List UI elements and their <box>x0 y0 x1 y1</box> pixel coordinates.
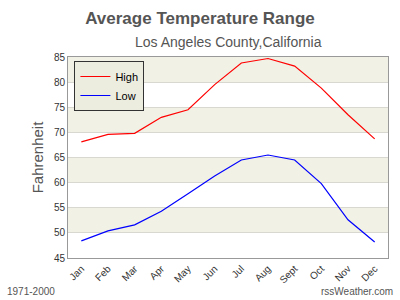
svg-text:Sept: Sept <box>277 263 299 285</box>
svg-text:Dec: Dec <box>359 263 379 283</box>
svg-text:Jun: Jun <box>200 263 219 282</box>
svg-text:May: May <box>172 263 193 284</box>
svg-text:85: 85 <box>54 52 66 63</box>
svg-text:Feb: Feb <box>93 263 113 283</box>
svg-text:Nov: Nov <box>333 263 353 283</box>
svg-text:75: 75 <box>54 102 66 113</box>
svg-text:Aug: Aug <box>253 263 273 283</box>
svg-text:70: 70 <box>54 127 66 138</box>
svg-text:Jul: Jul <box>229 263 246 280</box>
svg-text:Los Angeles County,California: Los Angeles County,California <box>135 34 322 50</box>
svg-text:High: High <box>115 71 138 83</box>
svg-text:Jan: Jan <box>67 263 86 282</box>
svg-text:45: 45 <box>54 253 66 264</box>
svg-text:Average Temperature Range: Average Temperature Range <box>85 9 315 28</box>
svg-text:rssWeather.com: rssWeather.com <box>321 286 393 297</box>
svg-text:55: 55 <box>54 202 66 213</box>
svg-text:1971-2000: 1971-2000 <box>7 286 55 297</box>
svg-text:60: 60 <box>54 177 66 188</box>
svg-text:50: 50 <box>54 227 66 238</box>
svg-text:Fahrenheit: Fahrenheit <box>29 121 46 194</box>
svg-text:Oct: Oct <box>307 263 326 282</box>
svg-text:80: 80 <box>54 77 66 88</box>
svg-text:Apr: Apr <box>147 263 166 282</box>
svg-text:65: 65 <box>54 152 66 163</box>
svg-text:Mar: Mar <box>120 263 140 283</box>
svg-text:Low: Low <box>115 90 135 102</box>
